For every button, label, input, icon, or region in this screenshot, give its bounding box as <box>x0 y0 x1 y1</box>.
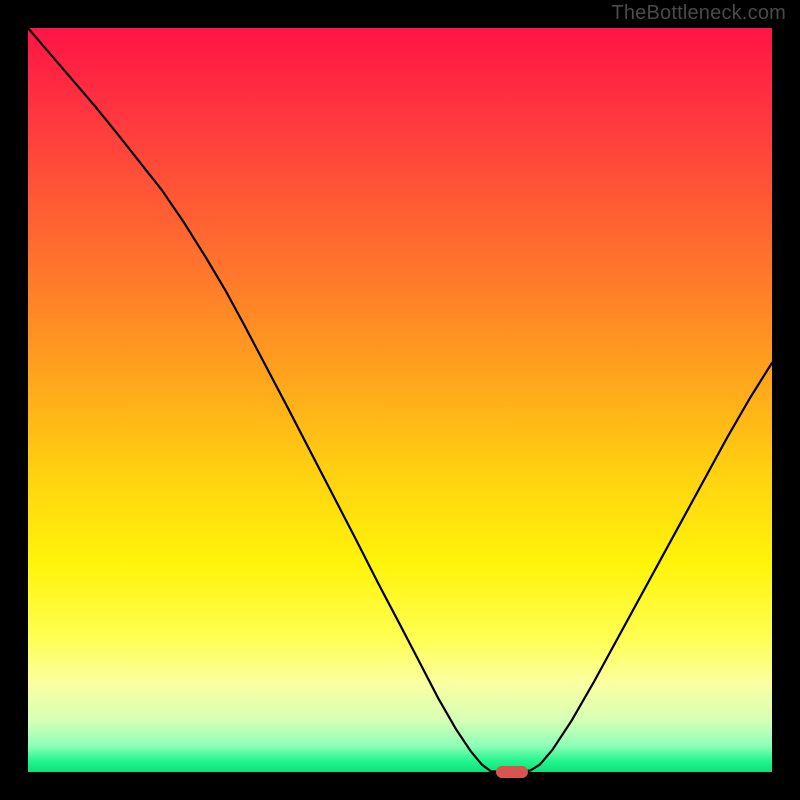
chart-svg <box>28 28 772 772</box>
watermark-text: TheBottleneck.com <box>611 2 786 25</box>
chart-minimum-marker <box>496 766 528 778</box>
chart-plot-area <box>28 28 772 772</box>
chart-background-gradient <box>28 28 772 772</box>
